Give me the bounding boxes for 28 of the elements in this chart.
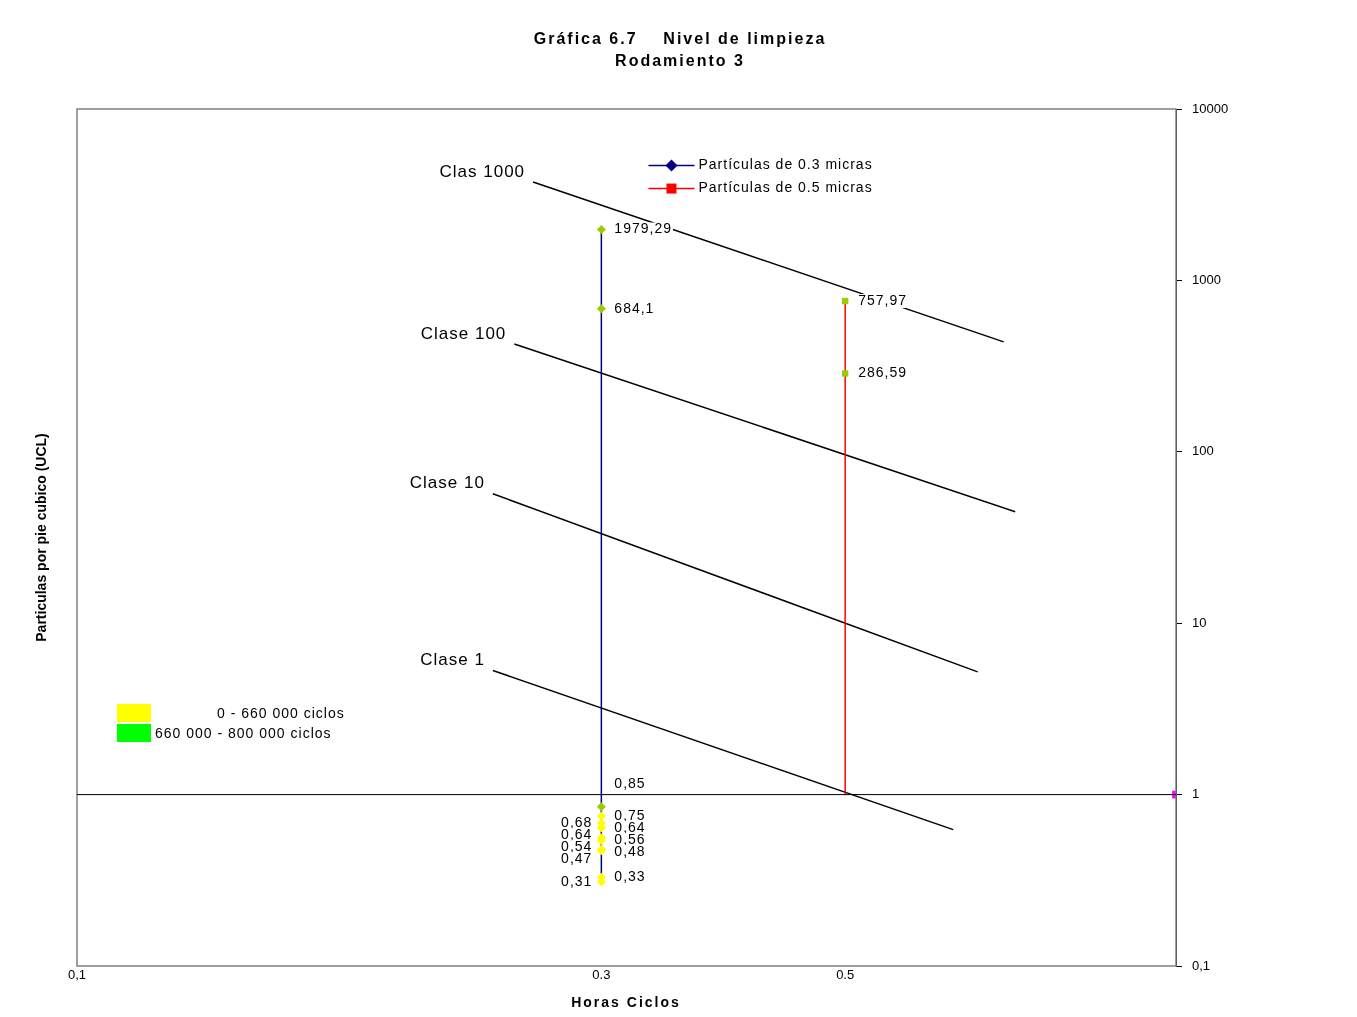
annotation: 660 000 - 800 000 ciclos (155, 725, 332, 741)
x-tick-label: 0.5 (836, 967, 855, 983)
chart-title: Gráfica 6.7 Nivel de limpieza (533, 30, 827, 48)
series-label: Clas 1000 (439, 161, 526, 181)
y-tick-label: 10 (1192, 614, 1207, 630)
y-tick-label: 0,1 (1192, 957, 1211, 973)
y-tick-label: 1000 (1192, 271, 1221, 287)
series-label: Clase 100 (420, 323, 507, 343)
x-tick-label: 0,1 (67, 967, 87, 983)
x-tick-label: 0.3 (592, 967, 611, 983)
data-label: 757,97 (858, 291, 907, 308)
x-axis-title: Horas Ciclos (571, 993, 681, 1010)
legend-label: Partículas de 0.3 micras (698, 156, 873, 173)
data-label: 0,33 (614, 867, 646, 884)
data-label: 684,1 (614, 299, 655, 316)
y-axis-title: Particulas por pie cubico (UCL) (32, 433, 49, 642)
series-label: Clase 10 (409, 473, 485, 493)
data-label: 286,59 (858, 364, 907, 381)
y-tick-label: 10000 (1192, 100, 1229, 116)
y-tick-label: 100 (1192, 443, 1214, 459)
chart-subtitle: Rodamiento 3 (615, 52, 745, 70)
data-label: 1979,29 (614, 220, 672, 237)
data-label: 0,31 (561, 872, 593, 889)
y-tick-label: 1 (1192, 786, 1200, 802)
legend-label: Partículas de 0.5 micras (698, 179, 873, 196)
series-label: Clase 1 (420, 650, 485, 670)
annotation: 0 - 660 000 ciclos (217, 705, 345, 721)
data-label: 0,85 (614, 775, 646, 792)
